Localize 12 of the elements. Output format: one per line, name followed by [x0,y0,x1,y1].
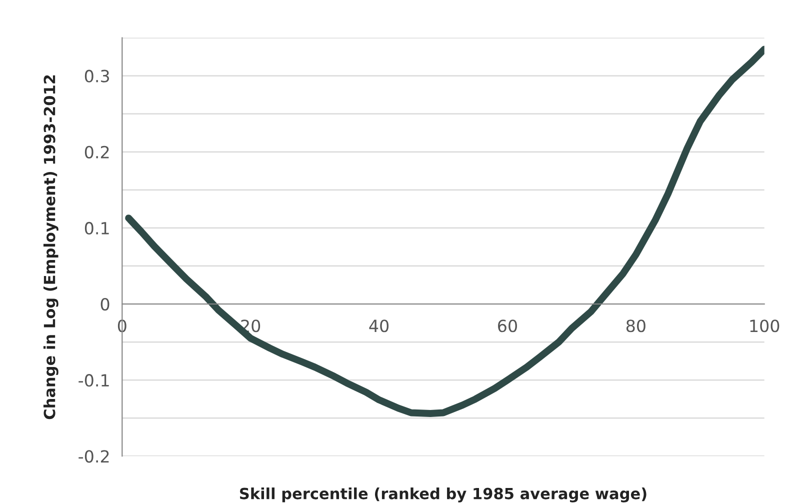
x-tick-label: 80 [626,320,646,332]
x-tick-label: 40 [369,320,389,332]
y-tick-label: -0.2 [78,450,109,463]
x-tick-label: 100 [750,320,780,332]
x-tick-label: 60 [498,320,517,332]
y-tick-label: -0.1 [78,374,109,387]
x-axis-title: Skill percentile (ranked by 1985 average wage) [240,487,646,502]
y-tick-label: 0.3 [84,70,109,82]
y-tick-label: 0.2 [84,146,109,158]
y-tick-label: 0 [100,298,110,311]
y-axis-title: Change in Log (Employment) 1993-2012 [43,75,58,420]
y-tick-label: 0.1 [84,222,109,235]
